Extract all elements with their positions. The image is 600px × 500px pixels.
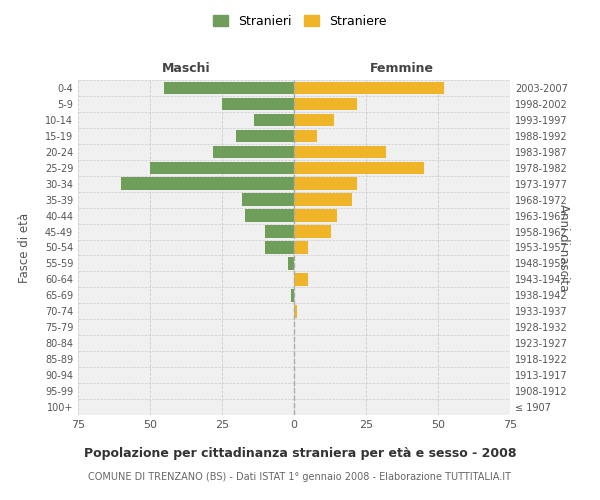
Bar [294, 273, 308, 285]
Text: Femmine: Femmine [370, 62, 434, 75]
Bar [294, 114, 334, 126]
Bar [121, 178, 294, 190]
Text: Maschi: Maschi [161, 62, 211, 75]
Bar [242, 194, 294, 206]
Bar [245, 210, 294, 222]
Bar [294, 146, 386, 158]
Bar [265, 242, 294, 254]
Bar [254, 114, 294, 126]
Bar [294, 210, 337, 222]
Bar [294, 82, 444, 94]
Bar [164, 82, 294, 94]
Bar [294, 194, 352, 206]
Bar [294, 162, 424, 174]
Text: Anni di nascita: Anni di nascita [557, 204, 571, 291]
Bar [294, 305, 297, 318]
Bar [294, 242, 308, 254]
Text: COMUNE DI TRENZANO (BS) - Dati ISTAT 1° gennaio 2008 - Elaborazione TUTTITALIA.I: COMUNE DI TRENZANO (BS) - Dati ISTAT 1° … [89, 472, 511, 482]
Bar [265, 226, 294, 238]
Bar [294, 178, 358, 190]
Text: Popolazione per cittadinanza straniera per età e sesso - 2008: Popolazione per cittadinanza straniera p… [84, 448, 516, 460]
Bar [294, 98, 358, 110]
Legend: Stranieri, Straniere: Stranieri, Straniere [209, 11, 391, 32]
Bar [150, 162, 294, 174]
Bar [236, 130, 294, 142]
Text: Fasce di età: Fasce di età [17, 212, 31, 282]
Bar [294, 226, 331, 238]
Bar [222, 98, 294, 110]
Bar [291, 289, 294, 302]
Bar [294, 130, 317, 142]
Bar [214, 146, 294, 158]
Bar [288, 257, 294, 270]
